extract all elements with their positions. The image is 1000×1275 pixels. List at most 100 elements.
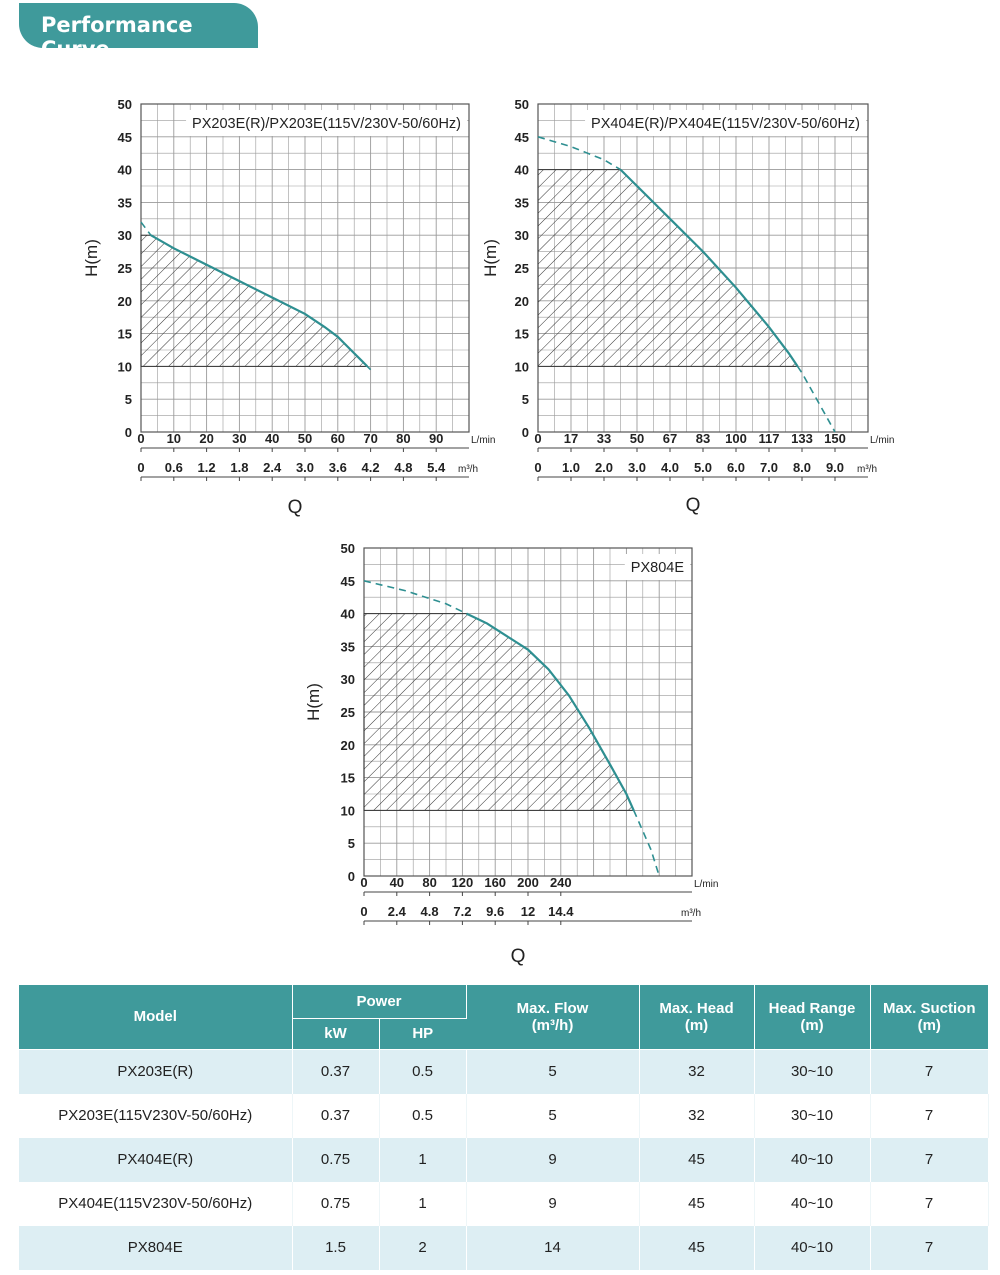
x-tick-label-m3h: 2.0 <box>595 460 613 475</box>
y-tick-label: 50 <box>118 97 132 112</box>
y-tick-label: 0 <box>522 425 529 440</box>
x-unit-m3h: m³/h <box>857 464 877 475</box>
x-tick-label-lmin: 200 <box>517 875 539 890</box>
x-tick-label-m3h: 4.0 <box>661 460 679 475</box>
col-hp: HP <box>379 1018 467 1050</box>
table-row: PX804E 1.5 2 14 45 40~10 7 <box>19 1225 989 1270</box>
x-axis-label: Q <box>288 497 303 518</box>
x-tick-label-m3h: 4.8 <box>421 904 439 919</box>
x-unit-m3h: m³/h <box>458 464 478 475</box>
x-tick-label-m3h: 2.4 <box>263 460 282 475</box>
curve-dashed-end <box>632 810 660 877</box>
x-tick-label-lmin: 83 <box>696 431 710 446</box>
x-tick-label-m3h: 12 <box>521 904 535 919</box>
y-tick-label: 35 <box>515 195 529 210</box>
x-tick-label-lmin: 50 <box>298 431 312 446</box>
x-unit-lmin: L/min <box>471 435 495 446</box>
table-row: PX404E(115V230V-50/60Hz) 0.75 1 9 45 40~10 7 <box>19 1181 989 1226</box>
y-tick-label: 0 <box>125 425 132 440</box>
x-tick-label-lmin: 120 <box>452 875 474 890</box>
y-tick-label: 45 <box>341 574 355 589</box>
y-tick-label: 35 <box>341 639 355 654</box>
y-tick-label: 5 <box>348 836 355 851</box>
col-model: Model <box>19 985 293 1050</box>
section-title: Performance Curve <box>41 13 193 61</box>
y-tick-label: 15 <box>515 327 529 342</box>
x-tick-label-lmin: 0 <box>534 431 541 446</box>
col-max-head: Max. Head (m) <box>639 985 755 1050</box>
x-tick-label-m3h: 4.2 <box>362 460 380 475</box>
x-unit-m3h: m³/h <box>681 908 701 919</box>
y-tick-label: 25 <box>118 261 132 276</box>
x-tick-label-lmin: 150 <box>824 431 846 446</box>
y-tick-label: 25 <box>515 261 529 276</box>
curve-dashed-start <box>537 136 621 171</box>
x-unit-lmin: L/min <box>870 435 894 446</box>
y-tick-label: 20 <box>515 294 529 309</box>
x-tick-label-lmin: 80 <box>422 875 436 890</box>
x-tick-label-lmin: 40 <box>265 431 279 446</box>
x-tick-label-lmin: 10 <box>167 431 181 446</box>
x-axis-label: Q <box>511 946 526 967</box>
y-tick-label: 50 <box>515 97 529 112</box>
x-tick-label-m3h: 1.8 <box>230 460 248 475</box>
x-tick-label-lmin: 50 <box>630 431 644 446</box>
x-tick-label-lmin: 67 <box>663 431 677 446</box>
y-tick-label: 30 <box>341 672 355 687</box>
chart-px404e: PX404E(R)/PX404E(115V/230V-50/60Hz) 0 5 10 1… <box>481 97 894 516</box>
col-power: Power <box>292 985 467 1019</box>
y-tick-label: 10 <box>515 359 529 374</box>
y-axis-label: H(m) <box>82 239 101 277</box>
y-tick-label: 45 <box>118 130 132 145</box>
curve-dashed-start <box>363 580 467 615</box>
x-tick-label-m3h: 7.0 <box>760 460 778 475</box>
x-tick-label-m3h: 0 <box>534 460 541 475</box>
x-unit-lmin: L/min <box>694 879 718 890</box>
spec-table: Model Power Max. Flow (m³/h) Max. Head (m)… <box>19 985 989 1270</box>
chart-title-box <box>624 554 690 580</box>
chart-title-box <box>186 110 467 136</box>
x-tick-label-m3h: 6.0 <box>727 460 745 475</box>
x-tick-label-lmin: 80 <box>396 431 410 446</box>
y-tick-label: 30 <box>515 228 529 243</box>
x-tick-label-lmin: 0 <box>137 431 144 446</box>
y-tick-label: 20 <box>118 294 132 309</box>
y-tick-label: 0 <box>348 869 355 884</box>
x-tick-label-m3h: 1.0 <box>562 460 580 475</box>
y-axis-label: H(m) <box>304 683 323 721</box>
col-max-flow: Max. Flow (m³/h) <box>466 985 640 1050</box>
x-tick-label-lmin: 70 <box>363 431 377 446</box>
x-tick-label-m3h: 5.0 <box>694 460 712 475</box>
col-head-range: Head Range (m) <box>754 985 871 1050</box>
x-tick-label-m3h: 0.6 <box>165 460 183 475</box>
x-tick-label-lmin: 33 <box>597 431 611 446</box>
x-tick-label-lmin: 17 <box>564 431 578 446</box>
x-tick-label-lmin: 160 <box>484 875 506 890</box>
x-tick-label-lmin: 133 <box>791 431 813 446</box>
x-tick-label-lmin: 90 <box>429 431 443 446</box>
table-row: PX203E(R) 0.37 0.5 5 32 30~10 7 <box>19 1049 989 1094</box>
x-tick-label-lmin: 60 <box>331 431 345 446</box>
x-tick-label-m3h: 14.4 <box>548 904 574 919</box>
x-tick-label-m3h: 9.0 <box>826 460 844 475</box>
x-tick-label-lmin: 0 <box>360 875 367 890</box>
x-tick-label-m3h: 9.6 <box>486 904 504 919</box>
y-tick-label: 40 <box>118 163 132 178</box>
y-tick-label: 10 <box>341 803 355 818</box>
x-tick-label-lmin: 100 <box>725 431 747 446</box>
x-tick-label-m3h: 3.0 <box>628 460 646 475</box>
y-tick-label: 25 <box>341 705 355 720</box>
chart-px203e: PX203E(R)/PX203E(115V/230V-50/60Hz) 0 5 10 1… <box>82 97 495 518</box>
curve-dashed-end <box>796 365 836 433</box>
x-tick-label-lmin: 30 <box>232 431 246 446</box>
y-tick-label: 5 <box>522 392 529 407</box>
col-kw: kW <box>292 1018 380 1050</box>
x-tick-label-m3h: 3.0 <box>296 460 314 475</box>
table-row: PX404E(R) 0.75 1 9 45 40~10 7 <box>19 1137 989 1182</box>
x-tick-label-m3h: 7.2 <box>453 904 471 919</box>
performance-curve <box>466 612 635 811</box>
x-axis-label: Q <box>686 495 701 516</box>
y-tick-label: 45 <box>515 130 529 145</box>
x-tick-label-lmin: 240 <box>550 875 572 890</box>
